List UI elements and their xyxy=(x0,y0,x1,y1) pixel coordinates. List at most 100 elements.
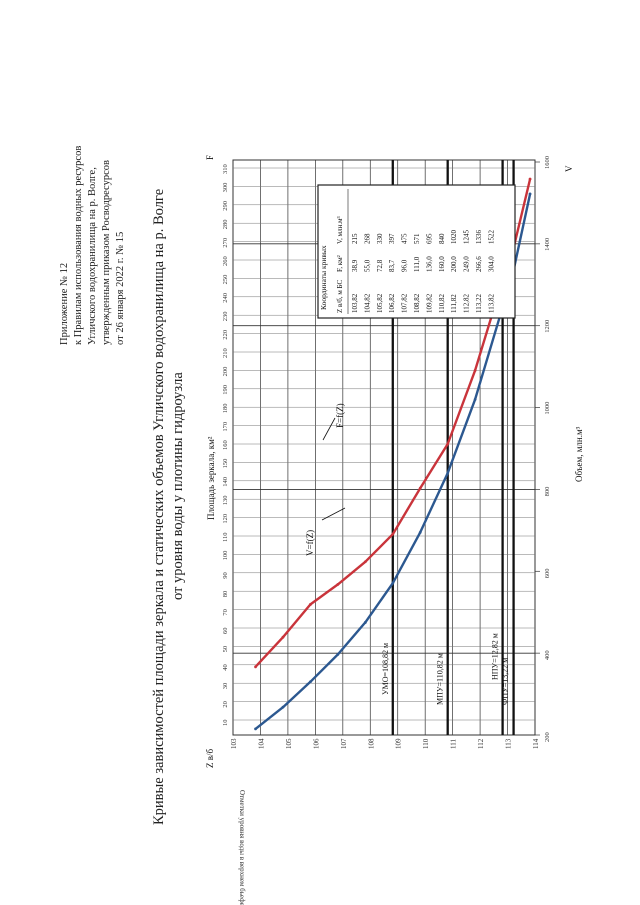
table-cell: 113,22 xyxy=(475,294,483,313)
curve-pointer-volume xyxy=(321,507,346,521)
f-tick-label: 260 xyxy=(222,256,229,266)
series-point xyxy=(473,397,477,401)
f-tick-label: 160 xyxy=(222,440,229,450)
f-axis-letter: F xyxy=(205,155,215,160)
v-tick-label: 1400 xyxy=(544,238,551,251)
series-point xyxy=(418,486,422,490)
level-label: НПУ=12,82 м xyxy=(491,633,500,680)
y-label: Отметки уровня воды в верхнем бьефе, м xyxy=(238,790,246,905)
curve-pointer-area xyxy=(322,417,336,441)
f-tick-label: 240 xyxy=(222,293,229,303)
table-cell: 83,7 xyxy=(388,259,396,272)
f-tick-label: 230 xyxy=(222,311,229,321)
table-header: F, км² xyxy=(336,255,344,272)
table-cell: 111,82 xyxy=(450,294,458,313)
series-point xyxy=(391,532,395,536)
f-tick-label: 110 xyxy=(222,532,229,542)
table-title: Координаты кривых xyxy=(319,245,328,310)
series-point xyxy=(254,727,257,731)
table-cell: 215 xyxy=(351,233,359,244)
series-point xyxy=(391,581,395,585)
table-cell: 136,0 xyxy=(425,256,433,272)
f-tick-label: 30 xyxy=(222,683,229,690)
z-tick-label: 106 xyxy=(312,738,320,749)
f-tick-label: 50 xyxy=(222,646,229,653)
table-cell: 249,0 xyxy=(463,256,471,272)
table-cell: 200,0 xyxy=(450,256,458,272)
series-point xyxy=(528,177,532,181)
table-cell: 38,9 xyxy=(351,259,359,272)
table-cell: 110,82 xyxy=(438,294,446,313)
table-cell: 266,6 xyxy=(475,256,483,272)
table-cell: 1245 xyxy=(463,230,471,245)
f-tick-label: 10 xyxy=(222,720,229,727)
table-cell: 55,0 xyxy=(363,259,371,272)
z-label: Z в/б xyxy=(205,749,215,768)
f-tick-label: 300 xyxy=(222,183,229,193)
z-tick-label: 108 xyxy=(367,738,375,749)
table-cell: 96,0 xyxy=(401,259,409,272)
table-cell: 107,82 xyxy=(401,293,409,313)
series-point xyxy=(473,369,477,372)
table-cell: 571 xyxy=(413,233,421,244)
curve-label-area: F=f(Z) xyxy=(335,403,345,428)
f-tick-label: 100 xyxy=(222,551,229,561)
table-cell: 104,82 xyxy=(363,293,371,313)
f-tick-label: 180 xyxy=(222,403,229,413)
f-tick-label: 130 xyxy=(222,495,229,505)
table-cell: 1522 xyxy=(487,230,495,245)
z-tick-label: 103 xyxy=(230,738,238,749)
level-label: ФПУ=13,22 м xyxy=(501,658,510,705)
series-point xyxy=(528,192,532,196)
table-cell: 111,0 xyxy=(413,256,421,272)
z-tick-label: 111 xyxy=(450,739,458,749)
table-cell: 1020 xyxy=(450,230,458,245)
table-cell: 695 xyxy=(425,233,433,244)
series-point xyxy=(363,621,367,624)
plot-frame xyxy=(232,159,536,736)
tick-labels: 103 104 105 106 107 108 109 110 111 112 113 1141020… xyxy=(222,156,551,749)
table-cell: 840 xyxy=(438,233,446,244)
z-tick-label: 109 xyxy=(395,738,403,749)
series-point xyxy=(446,442,450,446)
x-label-bottom: Объем, млн.м³ xyxy=(574,426,584,482)
table-cell: 304,0 xyxy=(487,256,495,272)
table-cell: 160,0 xyxy=(438,256,446,272)
f-tick-label: 20 xyxy=(222,701,229,708)
z-tick-label: 104 xyxy=(257,738,265,749)
series-point xyxy=(418,531,422,534)
f-tick-label: 120 xyxy=(222,514,229,524)
table-header: V, млн.м³ xyxy=(336,216,344,244)
table-cell: 112,82 xyxy=(463,294,471,313)
f-tick-label: 280 xyxy=(222,219,229,229)
table-cell: 109,82 xyxy=(425,293,433,313)
series-point xyxy=(309,680,312,684)
z-tick-label: 112 xyxy=(477,738,485,749)
series-point xyxy=(336,652,340,656)
f-tick-label: 150 xyxy=(222,459,229,469)
v-tick-label: 800 xyxy=(544,487,551,497)
table-cell: 268 xyxy=(363,233,371,244)
z-tick-label: 107 xyxy=(340,738,348,749)
f-tick-label: 220 xyxy=(222,330,229,340)
series-point xyxy=(363,560,367,564)
table-cell: 113,82 xyxy=(487,294,495,313)
f-tick-label: 70 xyxy=(222,609,229,616)
z-tick-label: 113 xyxy=(505,738,513,749)
series-point xyxy=(309,603,312,606)
table-cell: 106,82 xyxy=(388,293,396,313)
v-tick-label: 1200 xyxy=(544,320,551,333)
series-point xyxy=(336,582,340,586)
f-tick-label: 90 xyxy=(222,572,229,579)
f-tick-label: 250 xyxy=(222,275,229,285)
f-tick-label: 60 xyxy=(222,628,229,635)
v-tick-label: 1000 xyxy=(544,402,551,415)
v-tick-label: 1600 xyxy=(544,156,551,169)
axis-labels: F=f(Z) V=f(Z) Площадь зеркала, км² Объем, м… xyxy=(205,155,584,905)
table-cell: 103,82 xyxy=(351,293,359,313)
f-tick-label: 80 xyxy=(222,591,229,598)
z-tick-label: 105 xyxy=(285,738,293,749)
series-point xyxy=(254,665,257,669)
f-tick-label: 210 xyxy=(222,348,229,358)
